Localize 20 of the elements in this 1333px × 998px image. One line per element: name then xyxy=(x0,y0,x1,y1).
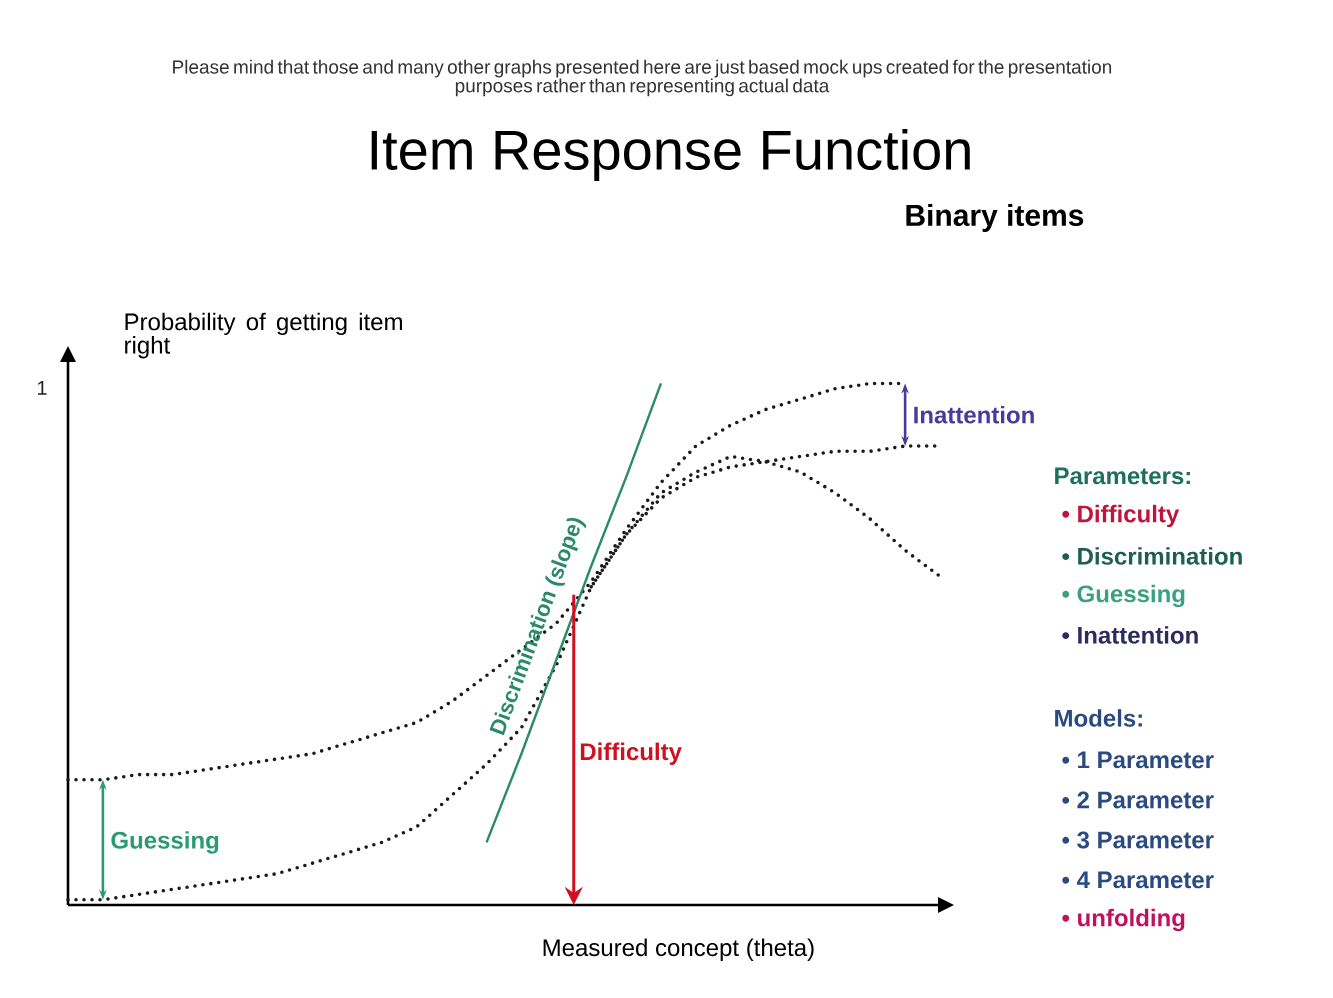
text: • unfolding xyxy=(1062,908,1185,932)
x-axis-title: Measured concept (theta) xyxy=(543,938,814,961)
text: • 2 Parameter xyxy=(1062,791,1214,809)
y-axis-title: Probability of getting item right xyxy=(125,312,402,359)
text: • 1 Parameter xyxy=(1062,751,1214,769)
text: • Inattention xyxy=(1062,626,1198,644)
chart-subtitle: Binary items xyxy=(906,204,1084,232)
text: 1 xyxy=(37,381,47,395)
text: Please mind that those and many other graphs presented here are just based mock ups created for the presentation purposes rather than representing actual data xyxy=(173,59,1112,97)
text: • Guessing xyxy=(1062,584,1185,608)
text: • 4 Parameter xyxy=(1062,871,1214,889)
text: • Discrimination xyxy=(1062,547,1242,565)
text: • 3 Parameter xyxy=(1062,831,1214,849)
chart-title: Item Response Function xyxy=(371,128,970,182)
annotation: Difficulty xyxy=(580,742,682,765)
text: Models: xyxy=(1055,709,1142,727)
annotation: Inattention xyxy=(914,405,1034,424)
text: Parameters: xyxy=(1055,467,1190,485)
text: • Difficulty xyxy=(1062,504,1180,528)
annotation: Guessing xyxy=(111,831,219,854)
